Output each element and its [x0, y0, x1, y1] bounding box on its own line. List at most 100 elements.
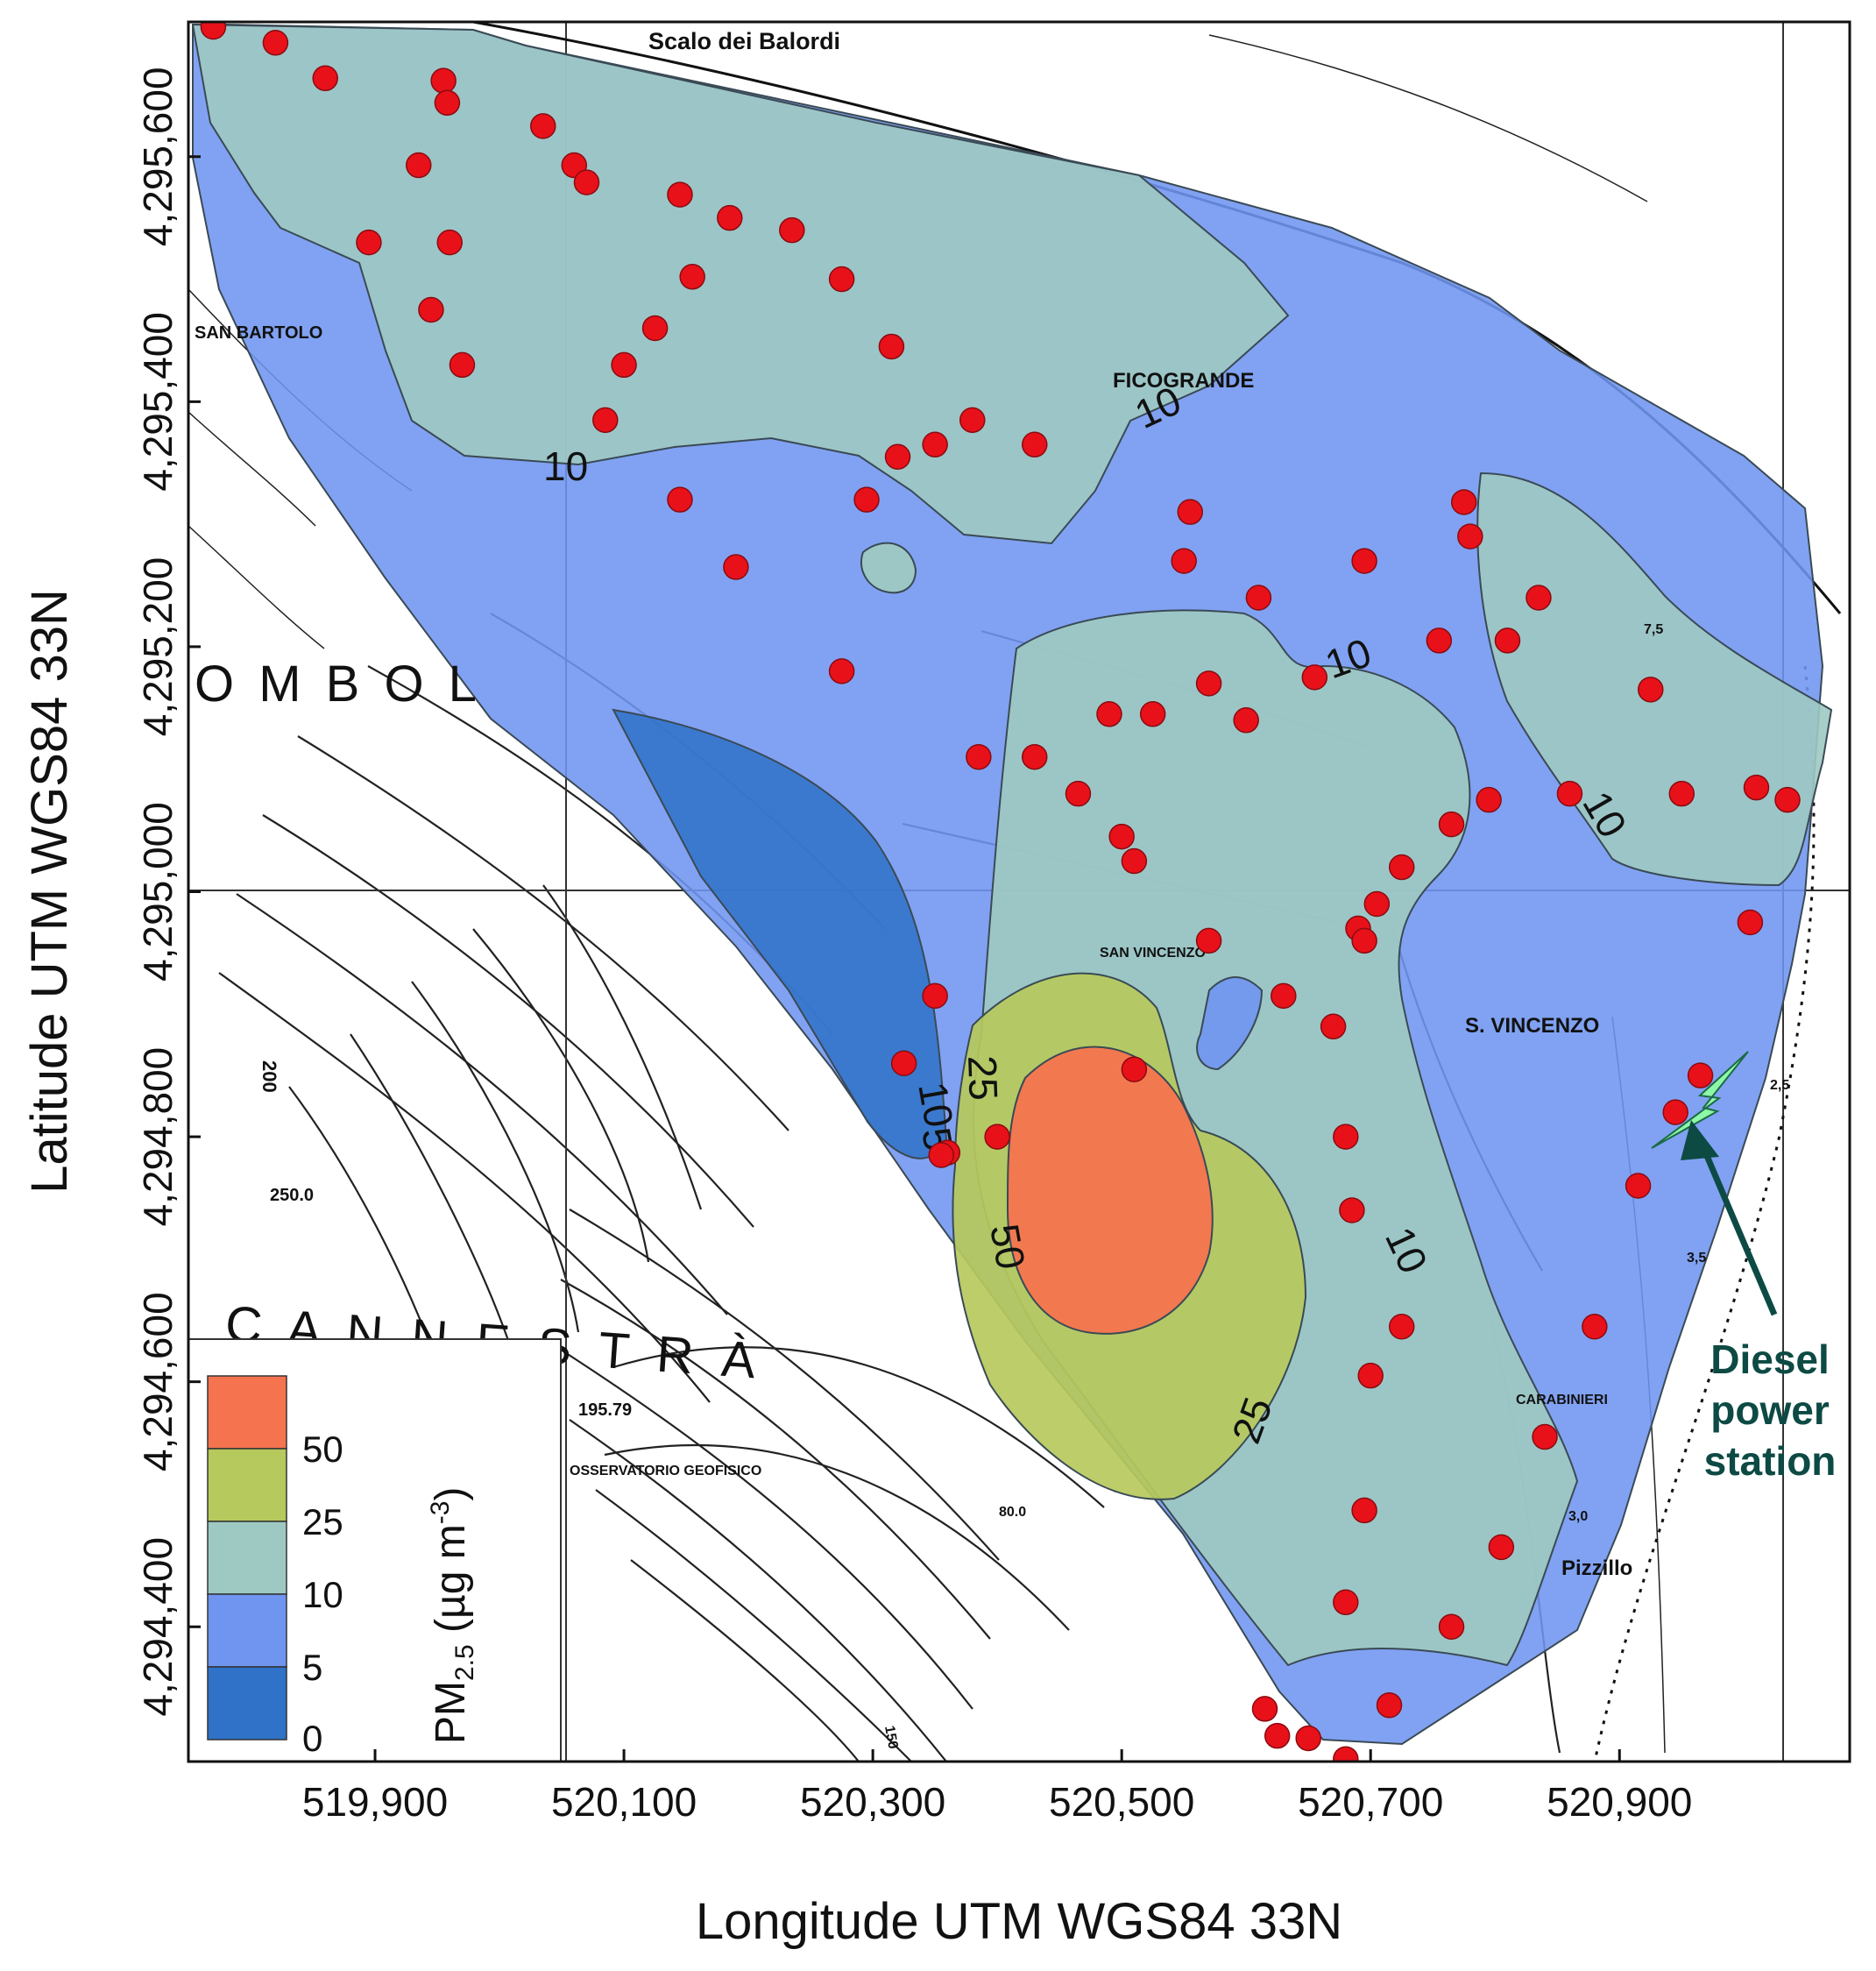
contour-band-0-5: [612, 708, 948, 1159]
sampling-point: [1556, 780, 1583, 807]
sampling-point: [1526, 585, 1552, 611]
annotation-arrowhead: [1681, 1120, 1719, 1160]
legend: 50 25 10 5 0 PM2.5 (µg m-3): [188, 1338, 562, 1762]
label-ficogrande: FICOGRANDE: [1113, 369, 1254, 393]
y-axis-label: Latitude UTM WGS84 33N: [21, 589, 78, 1194]
sampling-point: [1333, 1589, 1359, 1616]
sampling-point: [1743, 774, 1770, 801]
sampling-point: [928, 1142, 954, 1168]
label-elev-250: 250.0: [270, 1186, 314, 1205]
y-tick-label: 4,294,600: [135, 1292, 181, 1471]
contour-label: 10: [910, 1079, 962, 1131]
sampling-point: [1582, 1314, 1608, 1340]
sampling-point: [1357, 1362, 1384, 1389]
label-osservatorio: OSSERVATORIO GEOFISICO: [570, 1464, 761, 1478]
contour-fills: [191, 23, 1833, 1746]
sampling-point: [1438, 1613, 1465, 1640]
sampling-point: [356, 229, 382, 256]
sampling-point: [262, 30, 289, 56]
sampling-point: [418, 296, 444, 323]
x-tick-label: 520,300: [800, 1779, 945, 1825]
sampling-point: [1488, 1534, 1515, 1561]
sampling-point: [1438, 811, 1465, 838]
sampling-point: [922, 982, 948, 1010]
sampling-point: [1233, 707, 1259, 734]
y-tick-label: 4,294,400: [135, 1537, 181, 1717]
annotation-arrow: [1696, 1138, 1778, 1316]
label-carabinieri: CARABINIERI: [1516, 1393, 1608, 1407]
sampling-point: [922, 431, 948, 458]
sampling-point: [1171, 548, 1197, 574]
label-elev-200: 200: [258, 1060, 280, 1093]
sampling-point: [1351, 1497, 1377, 1524]
sampling-point: [1351, 927, 1377, 954]
sampling-point: [1450, 489, 1477, 515]
x-axis-ticks: 519,900 520,100 520,300 520,500 520,700 520,9…: [302, 1749, 1692, 1825]
sampling-point: [312, 65, 338, 92]
sampling-point: [1638, 677, 1664, 703]
sampling-point: [1108, 823, 1135, 850]
lightning-bolt-icon: [1651, 1051, 1749, 1149]
legend-swatch: [207, 1375, 287, 1450]
legend-label-10: 10: [302, 1574, 343, 1615]
label-san-vincenzo-small: SAN VINCENZO: [1100, 946, 1206, 961]
sampling-point: [200, 22, 227, 40]
contour-island-small: [860, 542, 917, 594]
y-tick-label: 4,294,800: [135, 1047, 181, 1227]
legend-swatch: [207, 1448, 287, 1522]
sampling-point: [1339, 1197, 1365, 1223]
contour-label: 50: [981, 1221, 1034, 1273]
sampling-point: [1625, 1173, 1652, 1199]
sampling-point: [723, 554, 749, 580]
sampling-point: [592, 407, 619, 434]
label-elev-80: 80.0: [999, 1505, 1026, 1520]
sampling-point: [434, 89, 461, 117]
sampling-point: [667, 181, 693, 208]
label-stromboli: O M B O L: [195, 656, 482, 713]
legend-label-50: 50: [302, 1429, 343, 1470]
contour-band-blue-notch: [1196, 976, 1264, 1071]
sampling-point: [1668, 780, 1695, 807]
sampling-point: [430, 67, 457, 94]
sampling-point: [573, 169, 600, 195]
sampling-point: [611, 351, 637, 379]
legend-swatches: [207, 1375, 287, 1741]
legend-label-5: 5: [302, 1647, 322, 1688]
x-tick-label: 519,900: [302, 1779, 448, 1825]
sampling-point: [530, 113, 556, 139]
sampling-point: [1363, 890, 1391, 918]
y-tick-label: 4,295,400: [135, 312, 181, 492]
label-san-bartolo: SAN BARTOLO: [195, 323, 322, 343]
x-tick-label: 520,900: [1547, 1779, 1692, 1825]
label-elev-150: 150: [881, 1725, 900, 1750]
sampling-point: [853, 486, 880, 513]
label-s-vincenzo: S. VINCENZO: [1465, 1014, 1599, 1038]
label-pizzillo: Pizzillo: [1561, 1556, 1632, 1580]
sampling-point: [1264, 1722, 1291, 1749]
sampling-point: [1494, 627, 1521, 654]
sampling-point: [1476, 786, 1502, 813]
sampling-points: [200, 22, 1801, 1762]
sampling-point: [1376, 1691, 1403, 1719]
sampling-point: [1022, 743, 1048, 770]
sampling-point: [1426, 627, 1453, 654]
sampling-point: [966, 743, 992, 770]
sampling-point: [1177, 499, 1204, 525]
sampling-point: [1662, 1099, 1688, 1125]
x-tick-label: 520,100: [551, 1779, 697, 1825]
sampling-point: [1737, 909, 1764, 936]
legend-label-0: 0: [302, 1718, 322, 1759]
x-tick-label: 520,500: [1049, 1779, 1194, 1825]
sampling-point: [405, 152, 432, 179]
contour-band-10-25-north: [191, 23, 1290, 545]
sampling-point: [717, 204, 743, 231]
sampling-point: [1320, 1013, 1347, 1040]
label-elev-25: 2,5: [1770, 1078, 1789, 1093]
sampling-point: [1388, 854, 1415, 881]
y-tick-label: 4,295,200: [135, 557, 181, 737]
sampling-point: [1687, 1062, 1714, 1088]
sampling-point: [779, 216, 805, 244]
label-elev-19579: 195.79: [578, 1400, 632, 1420]
diesel-power-station-marker: [1651, 1051, 1778, 1316]
sampling-point: [1532, 1423, 1558, 1450]
